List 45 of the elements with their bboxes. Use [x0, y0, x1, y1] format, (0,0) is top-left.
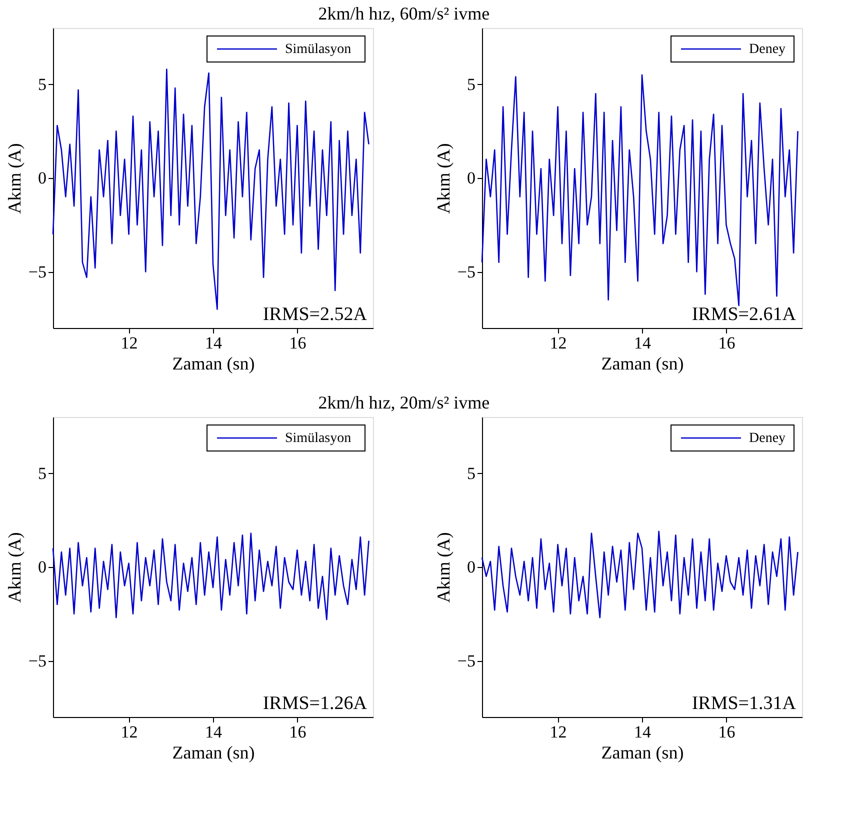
y-tick-label: 5	[38, 464, 46, 483]
y-axis-title: Akım (A)	[433, 143, 454, 214]
y-tick-label: 0	[38, 168, 46, 188]
line-series	[52, 532, 370, 620]
x-axis-title: Zaman (sn)	[601, 742, 684, 762]
chart-title: 2km/h hız, 20m/s² ivme	[318, 392, 490, 412]
y-tick-label: 0	[467, 168, 476, 188]
legend-label: Simülasyon	[285, 431, 352, 446]
y-axis-title: Akım (A)	[4, 143, 24, 214]
x-tick-label: 16	[718, 334, 736, 352]
x-tick-label: 12	[550, 334, 567, 352]
x-tick-label: 14	[634, 334, 652, 352]
y-tick-label: 0	[38, 558, 46, 576]
x-tick-label: 16	[289, 334, 306, 352]
x-tick-label: 14	[205, 722, 222, 742]
x-tick-label: 12	[120, 722, 138, 742]
x-axis-title: Zaman (sn)	[601, 354, 684, 374]
legend-label: Deney	[749, 431, 786, 446]
y-tick-label: 5	[467, 464, 476, 483]
y-axis-title: Akım (A)	[4, 532, 24, 603]
x-tick-label: 12	[120, 334, 138, 352]
x-tick-label: 16	[718, 722, 736, 742]
annotation: IRMS=1.26A	[262, 693, 368, 714]
legend-label: Deney	[749, 42, 786, 57]
y-tick-label: −5	[457, 262, 476, 282]
x-axis-title: Zaman (sn)	[172, 354, 255, 374]
line-series	[481, 530, 798, 618]
annotation: IRMS=2.52A	[262, 304, 368, 325]
x-axis-title: Zaman (sn)	[172, 742, 255, 762]
x-tick-label: 14	[634, 722, 652, 742]
x-tick-label: 16	[289, 722, 306, 742]
line-series	[481, 74, 798, 306]
y-tick-label: −5	[28, 651, 46, 670]
annotation: IRMS=2.61A	[692, 304, 796, 325]
y-axis-title: Akım (A)	[433, 532, 454, 603]
annotation: IRMS=1.31A	[692, 693, 796, 714]
y-tick-label: −5	[28, 262, 46, 282]
legend-label: Simülasyon	[285, 42, 352, 57]
y-tick-label: 0	[467, 558, 476, 576]
y-tick-label: 5	[38, 74, 46, 94]
y-tick-label: 5	[467, 74, 476, 94]
x-tick-label: 12	[550, 722, 567, 742]
y-tick-label: −5	[457, 651, 476, 670]
x-tick-label: 14	[205, 334, 222, 352]
chart-title: 2km/h hız, 60m/s² ivme	[318, 4, 490, 24]
